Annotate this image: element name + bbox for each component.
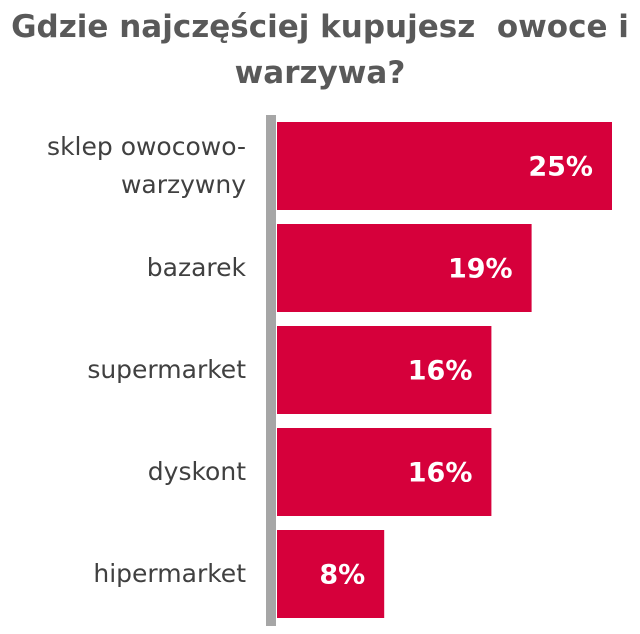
category-text: bazarek bbox=[146, 253, 246, 282]
bar bbox=[277, 122, 612, 210]
axis-line bbox=[266, 115, 276, 626]
value-label: 16% bbox=[408, 356, 473, 387]
category-text: dyskont bbox=[147, 457, 246, 486]
category-text: hipermarket bbox=[93, 559, 246, 588]
value-label: 25% bbox=[528, 152, 593, 183]
category-label: supermarket bbox=[0, 326, 246, 414]
value-label: 8% bbox=[319, 560, 365, 591]
category-text: supermarket bbox=[87, 355, 246, 384]
chart-title: Gdzie najczęściej kupujesz owoce i warzy… bbox=[11, 9, 640, 91]
value-label: 19% bbox=[448, 254, 513, 285]
category-label: dyskont bbox=[0, 428, 246, 516]
bar bbox=[277, 530, 385, 618]
category-label: bazarek bbox=[0, 224, 246, 312]
value-label: 16% bbox=[408, 458, 473, 489]
bar bbox=[277, 224, 532, 312]
category-text: sklep owocowo-warzywny bbox=[47, 132, 246, 199]
category-label: hipermarket bbox=[0, 530, 246, 618]
bar bbox=[277, 428, 492, 516]
bar bbox=[277, 326, 492, 414]
category-label: sklep owocowo-warzywny bbox=[0, 122, 246, 210]
